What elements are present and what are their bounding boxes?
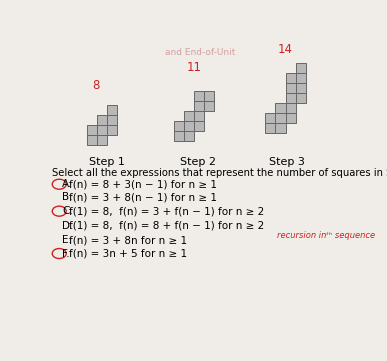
Bar xyxy=(286,73,296,83)
Text: and End-of-Unit: and End-of-Unit xyxy=(164,48,235,57)
Bar xyxy=(265,113,276,123)
Text: C.: C. xyxy=(62,206,73,216)
Bar xyxy=(174,121,184,131)
Bar xyxy=(286,93,296,103)
Bar xyxy=(107,125,117,135)
Text: 14: 14 xyxy=(277,43,292,56)
Bar xyxy=(286,113,296,123)
Bar xyxy=(286,83,296,93)
Text: E.: E. xyxy=(62,235,72,245)
Text: f(n) = 3n + 5 for n ≥ 1: f(n) = 3n + 5 for n ≥ 1 xyxy=(68,248,187,258)
Bar xyxy=(194,121,204,131)
Text: Step 3: Step 3 xyxy=(269,157,305,167)
Text: 8: 8 xyxy=(93,79,100,92)
Text: f(n) = 8 + 3(n − 1) for n ≥ 1: f(n) = 8 + 3(n − 1) for n ≥ 1 xyxy=(68,179,216,189)
Text: recursion inᵗʰ sequence: recursion inᵗʰ sequence xyxy=(277,231,375,240)
Bar xyxy=(296,73,306,83)
Bar xyxy=(107,105,117,115)
Bar xyxy=(194,101,204,111)
Bar xyxy=(184,111,194,121)
Text: f(n) = 3 + 8(n − 1) for n ≥ 1: f(n) = 3 + 8(n − 1) for n ≥ 1 xyxy=(68,192,216,202)
Bar xyxy=(184,131,194,141)
Text: f(n) = 3 + 8n for n ≥ 1: f(n) = 3 + 8n for n ≥ 1 xyxy=(68,235,187,245)
Bar xyxy=(87,135,97,145)
Bar xyxy=(276,123,286,134)
Text: A.: A. xyxy=(62,179,73,189)
Text: 11: 11 xyxy=(187,61,202,74)
Bar xyxy=(174,131,184,141)
Text: D.: D. xyxy=(62,221,74,231)
Bar xyxy=(276,103,286,113)
Text: B.: B. xyxy=(62,192,73,202)
Bar xyxy=(107,115,117,125)
Bar xyxy=(97,135,107,145)
Bar xyxy=(296,63,306,73)
Bar xyxy=(296,93,306,103)
Text: F.: F. xyxy=(62,248,70,258)
Text: Step 1: Step 1 xyxy=(89,157,125,167)
Bar xyxy=(194,91,204,101)
Text: f(1) = 8,  f(n) = 8 + f(n − 1) for n ≥ 2: f(1) = 8, f(n) = 8 + f(n − 1) for n ≥ 2 xyxy=(68,221,264,231)
Bar xyxy=(204,91,214,101)
Bar xyxy=(194,111,204,121)
Bar xyxy=(286,103,296,113)
Text: f(1) = 8,  f(n) = 3 + f(n − 1) for n ≥ 2: f(1) = 8, f(n) = 3 + f(n − 1) for n ≥ 2 xyxy=(68,206,264,216)
Text: Select all the expressions that represent the number of squares in Step n.: Select all the expressions that represen… xyxy=(52,168,387,178)
Bar xyxy=(184,121,194,131)
Bar xyxy=(97,115,107,125)
Bar xyxy=(296,83,306,93)
Bar xyxy=(204,101,214,111)
Bar xyxy=(87,125,97,135)
Bar xyxy=(265,123,276,134)
Text: Step 2: Step 2 xyxy=(180,157,216,167)
Bar xyxy=(97,125,107,135)
Bar xyxy=(276,113,286,123)
